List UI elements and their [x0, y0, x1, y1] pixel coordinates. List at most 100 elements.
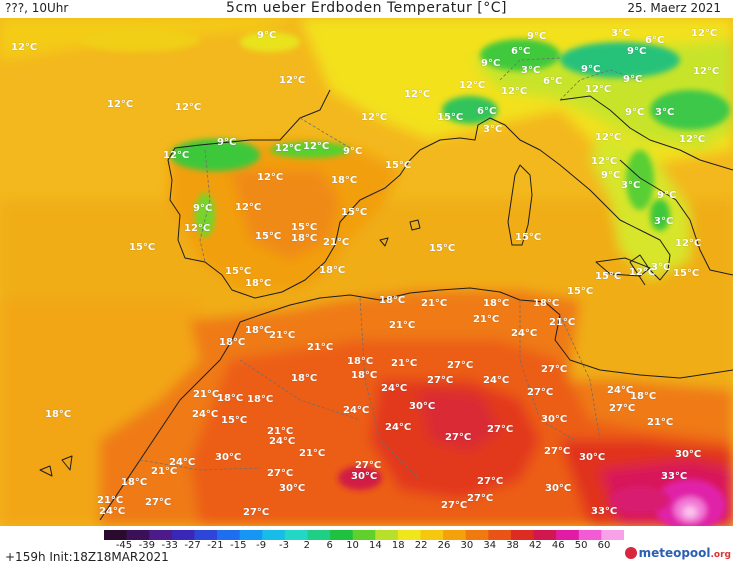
- temperature-label: 27°C: [609, 403, 636, 414]
- temperature-label: 12°C: [675, 238, 702, 249]
- temperature-label: 18°C: [319, 265, 346, 276]
- temperature-label: 12°C: [184, 223, 211, 234]
- legend-tick-label: 42: [529, 540, 542, 551]
- temperature-label: 30°C: [541, 414, 568, 425]
- temperature-label: 21°C: [647, 417, 674, 428]
- temperature-label: 27°C: [477, 476, 504, 487]
- legend-tick-label: -21: [207, 540, 224, 551]
- temperature-label: 33°C: [591, 506, 618, 517]
- temperature-label: 3°C: [483, 124, 503, 135]
- legend-tick-label: -15: [230, 540, 247, 551]
- legend-swatch: [465, 530, 489, 540]
- legend-swatch: [397, 530, 422, 540]
- temperature-label: 12°C: [501, 86, 528, 97]
- temperature-label: 18°C: [379, 295, 406, 306]
- temperature-label: 15°C: [515, 232, 542, 243]
- temperature-label: 12°C: [235, 202, 262, 213]
- legend-swatch: [330, 530, 354, 540]
- temperature-label: 21°C: [151, 466, 178, 477]
- temperature-label: 27°C: [267, 468, 294, 479]
- temperature-label: 24°C: [381, 383, 408, 394]
- legend-tick-label: 14: [369, 540, 382, 551]
- legend-tick-label: 30: [460, 540, 474, 551]
- temperature-label: 24°C: [511, 328, 538, 339]
- temperature-label: 15°C: [385, 160, 412, 171]
- legend-tick-label: 6: [326, 540, 333, 551]
- legend-swatch: [171, 530, 195, 540]
- legend-swatch: [149, 530, 173, 540]
- temperature-label: 18°C: [247, 394, 274, 405]
- legend-swatch: [126, 530, 150, 540]
- temperature-label: 9°C: [601, 170, 621, 181]
- temperature-label: 18°C: [483, 298, 510, 309]
- temperature-label: 3°C: [611, 28, 631, 39]
- legend-swatch: [217, 530, 241, 540]
- temperature-label: 3°C: [651, 262, 671, 273]
- forecast-day-label: ???, 10Uhr: [5, 1, 69, 15]
- temperature-label: 9°C: [481, 58, 501, 69]
- temperature-label: 12°C: [693, 66, 720, 77]
- legend-swatch: [307, 530, 331, 540]
- temperature-label: 21°C: [549, 317, 576, 328]
- temperature-label: 9°C: [217, 137, 237, 148]
- temperature-label: 18°C: [331, 175, 358, 186]
- temperature-label: 18°C: [351, 370, 378, 381]
- temperature-label: 12°C: [257, 172, 284, 183]
- temperature-label: 27°C: [145, 497, 172, 508]
- legend-tick-label: -3: [279, 540, 289, 551]
- temperature-label: 21°C: [193, 389, 220, 400]
- temperature-label: 15°C: [437, 112, 464, 123]
- legend-tick-label: -45: [115, 540, 133, 551]
- temperature-label: 18°C: [245, 325, 272, 336]
- temperature-label: 27°C: [467, 493, 494, 504]
- temperature-label: 6°C: [477, 106, 497, 117]
- temperature-label: 27°C: [527, 387, 554, 398]
- temperature-label: 21°C: [473, 314, 500, 325]
- legend-tick-label: 10: [346, 540, 359, 551]
- legend-swatch: [352, 530, 376, 540]
- temperature-label: 18°C: [533, 298, 560, 309]
- temperature-label: 18°C: [45, 409, 72, 420]
- temperature-label: 27°C: [544, 446, 571, 457]
- temperature-label: 15°C: [595, 271, 622, 282]
- temperature-label: 21°C: [97, 495, 124, 506]
- temperature-label: 30°C: [545, 483, 572, 494]
- temperature-label: 24°C: [483, 375, 510, 386]
- temperature-label: 12°C: [303, 141, 330, 152]
- legend-tick-label: 2: [303, 540, 311, 551]
- temperature-label: 18°C: [245, 278, 272, 289]
- temperature-label: 30°C: [675, 449, 702, 460]
- temperature-label: 27°C: [427, 375, 454, 386]
- temperature-label: 3°C: [654, 216, 674, 227]
- temperature-label: 15°C: [429, 243, 456, 254]
- map-header: ???, 10Uhr 5cm ueber Erdboden Temperatur…: [0, 0, 733, 18]
- legend-swatch: [510, 530, 535, 540]
- legend-swatch: [601, 530, 624, 540]
- temperature-label: 3°C: [521, 65, 541, 76]
- legend-tick-label: -9: [256, 540, 267, 551]
- legend-swatch: [262, 530, 286, 540]
- temperature-label: 9°C: [627, 46, 647, 57]
- temperature-label: 9°C: [657, 190, 677, 201]
- legend-tick-label: 22: [414, 540, 428, 551]
- temperature-label: 15°C: [225, 266, 252, 277]
- temperature-label: 27°C: [441, 500, 468, 511]
- legend-tick-label: -27: [184, 540, 201, 551]
- temperature-label: 6°C: [543, 76, 563, 87]
- legend-tick-label: 60: [597, 540, 611, 551]
- temperature-label: 6°C: [645, 35, 665, 46]
- temperature-label: 12°C: [585, 84, 612, 95]
- legend-tick-label: 50: [574, 540, 588, 551]
- temperature-label: 18°C: [347, 356, 374, 367]
- temperature-label: 27°C: [355, 460, 382, 471]
- temperature-label: 12°C: [107, 99, 134, 110]
- temperature-label: 12°C: [404, 89, 431, 100]
- brand-name: meteopool: [638, 546, 711, 560]
- model-run-info: +159h Init:18Z18MAR2021: [5, 550, 169, 564]
- temperature-label: 30°C: [579, 452, 606, 463]
- temperature-label: 3°C: [655, 107, 675, 118]
- brand-logo[interactable]: meteopool.org: [624, 546, 731, 560]
- legend-swatch: [420, 530, 444, 540]
- temperature-label: 15°C: [673, 268, 700, 279]
- legend-tick-label: 18: [391, 540, 405, 551]
